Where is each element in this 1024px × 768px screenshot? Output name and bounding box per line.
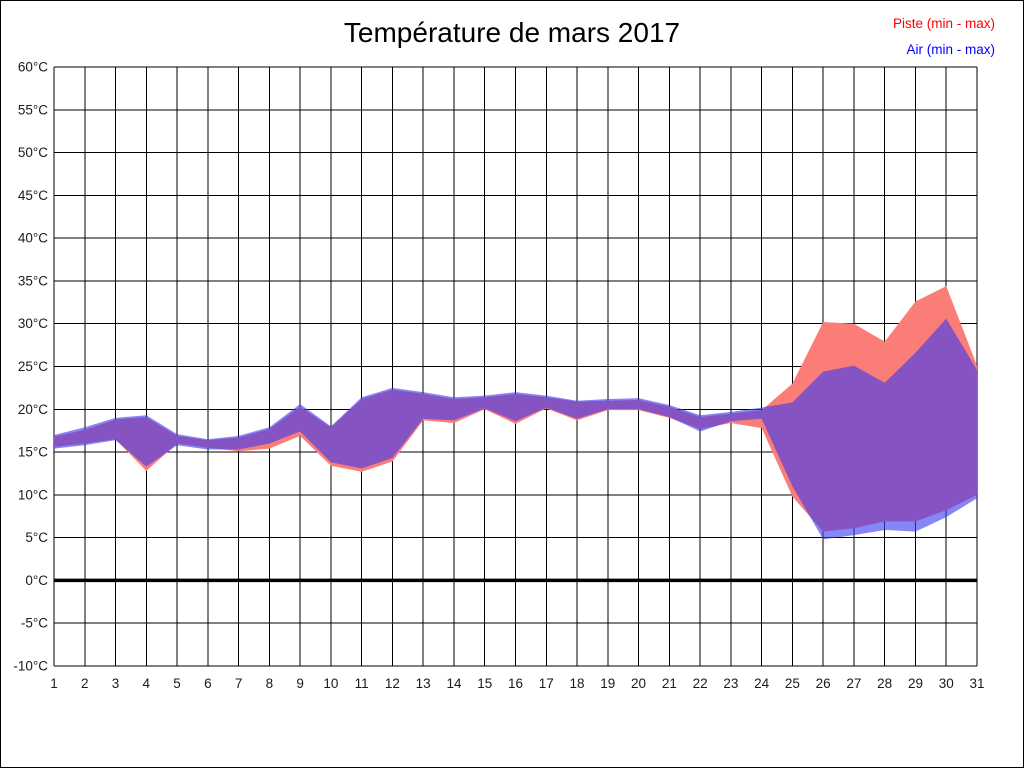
x-tick-label: 28 — [877, 676, 892, 691]
x-tick-label: 1 — [50, 676, 58, 691]
x-tick-label: 27 — [846, 676, 861, 691]
x-tick-label: 22 — [693, 676, 708, 691]
y-tick-label: 35°C — [18, 273, 48, 288]
chart-title: Température de mars 2017 — [343, 17, 681, 48]
x-tick-label: 30 — [939, 676, 954, 691]
legend: Piste (min - max) Air (min - max) — [893, 11, 995, 63]
x-tick-label: 17 — [539, 676, 554, 691]
x-tick-label: 24 — [754, 676, 770, 691]
y-tick-label: 15°C — [18, 445, 48, 460]
x-tick-label: 19 — [600, 676, 615, 691]
x-tick-label: 6 — [204, 676, 212, 691]
x-tick-label: 2 — [81, 676, 89, 691]
y-tick-label: 60°C — [18, 60, 48, 75]
y-tick-label: 55°C — [18, 102, 48, 117]
x-tick-label: 29 — [908, 676, 923, 691]
band-air — [54, 318, 977, 540]
x-tick-label: 10 — [323, 676, 338, 691]
x-tick-label: 4 — [143, 676, 151, 691]
x-tick-label: 20 — [631, 676, 646, 691]
y-tick-label: 10°C — [18, 487, 48, 502]
y-tick-label: 30°C — [18, 316, 48, 331]
legend-item-air: Air (min - max) — [906, 42, 996, 57]
x-tick-label: 7 — [235, 676, 243, 691]
x-tick-label: 9 — [296, 676, 304, 691]
y-tick-label: 50°C — [18, 145, 48, 160]
x-tick-label: 16 — [508, 676, 523, 691]
x-tick-label: 3 — [112, 676, 120, 691]
x-tick-label: 12 — [385, 676, 400, 691]
x-tick-label: 18 — [570, 676, 585, 691]
y-tick-label: -10°C — [13, 659, 48, 674]
x-tick-label: 26 — [816, 676, 831, 691]
y-tick-label: -5°C — [21, 616, 48, 631]
x-tick-label: 31 — [969, 676, 984, 691]
x-tick-label: 15 — [477, 676, 492, 691]
y-tick-label: 25°C — [18, 359, 48, 374]
y-tick-label: 5°C — [25, 530, 48, 545]
x-tick-label: 23 — [723, 676, 738, 691]
x-tick-label: 13 — [416, 676, 431, 691]
y-tick-label: 45°C — [18, 188, 48, 203]
x-tick-label: 25 — [785, 676, 800, 691]
y-tick-label: 20°C — [18, 402, 48, 417]
legend-item-piste: Piste (min - max) — [892, 16, 995, 31]
x-tick-label: 11 — [355, 676, 369, 691]
x-tick-label: 14 — [446, 676, 462, 691]
x-tick-label: 8 — [266, 676, 274, 691]
x-tick-label: 5 — [173, 676, 181, 691]
x-tick-label: 21 — [662, 676, 677, 691]
y-tick-label: 40°C — [18, 231, 48, 246]
y-tick-label: 0°C — [25, 573, 48, 588]
